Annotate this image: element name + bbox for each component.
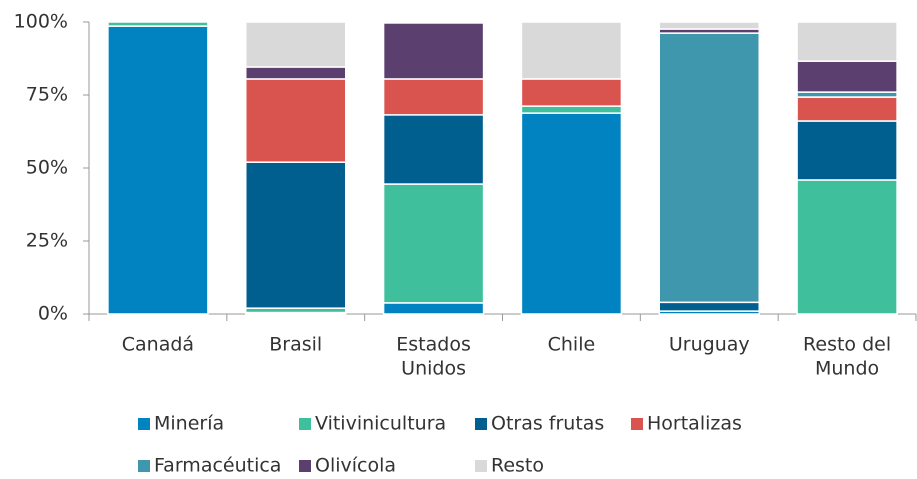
- legend-label: Hortalizas: [647, 413, 742, 435]
- legend-swatch: [475, 418, 487, 430]
- x-tick-label: Resto del: [803, 334, 891, 356]
- y-tick-label: 25%: [26, 230, 68, 252]
- bar-segment: [382, 21, 485, 24]
- x-tick-label: Unidos: [401, 358, 466, 380]
- legend-swatch: [631, 418, 643, 430]
- y-tick-label: 75%: [26, 84, 68, 106]
- x-tick-label: Estados: [396, 334, 471, 356]
- legend-swatch: [138, 418, 150, 430]
- x-tick-label: Chile: [548, 334, 596, 356]
- bar-segment: [107, 25, 209, 315]
- bar-segment: [382, 78, 485, 116]
- bar-segment: [382, 302, 485, 315]
- y-tick-label: 100%: [14, 11, 68, 33]
- legend-label: Otras frutas: [491, 413, 604, 435]
- x-tick-label: Uruguay: [669, 334, 750, 356]
- bar-segment: [245, 66, 347, 80]
- bar-segment: [520, 105, 623, 114]
- bar-segment: [520, 21, 623, 80]
- legend-swatch: [299, 418, 311, 430]
- legend-label: Farmacéutica: [154, 455, 281, 477]
- bar-segment: [245, 78, 347, 163]
- bar-segment: [382, 114, 485, 185]
- bar-segment: [796, 21, 898, 62]
- bar-segment: [658, 301, 760, 312]
- x-tick-label: Canadá: [122, 334, 194, 356]
- bar-segment: [520, 112, 623, 315]
- y-tick-label: 50%: [26, 157, 68, 179]
- bar-segment: [796, 60, 898, 93]
- bar-segment: [382, 183, 485, 304]
- bar-segment: [245, 161, 347, 309]
- bar-segment: [796, 96, 898, 122]
- legend-label: Resto: [491, 455, 544, 477]
- bar-segment: [107, 21, 209, 27]
- bar-segment: [245, 21, 347, 68]
- bar-segment: [796, 120, 898, 181]
- bar-segment: [658, 32, 760, 304]
- legend-swatch: [475, 460, 487, 472]
- bar-segment: [520, 78, 623, 107]
- legend-swatch: [299, 460, 311, 472]
- y-tick-label: 0%: [38, 303, 68, 325]
- legend-swatch: [138, 460, 150, 472]
- legend-label: Vitivinicultura: [315, 413, 446, 435]
- x-tick-label: Brasil: [269, 334, 322, 356]
- bar-segment: [796, 179, 898, 315]
- bar-segment: [658, 21, 760, 30]
- x-tick-label: Mundo: [815, 358, 879, 380]
- bar-segment: [382, 22, 485, 80]
- legend-label: Olivícola: [315, 455, 396, 477]
- legend-label: Minería: [154, 413, 224, 435]
